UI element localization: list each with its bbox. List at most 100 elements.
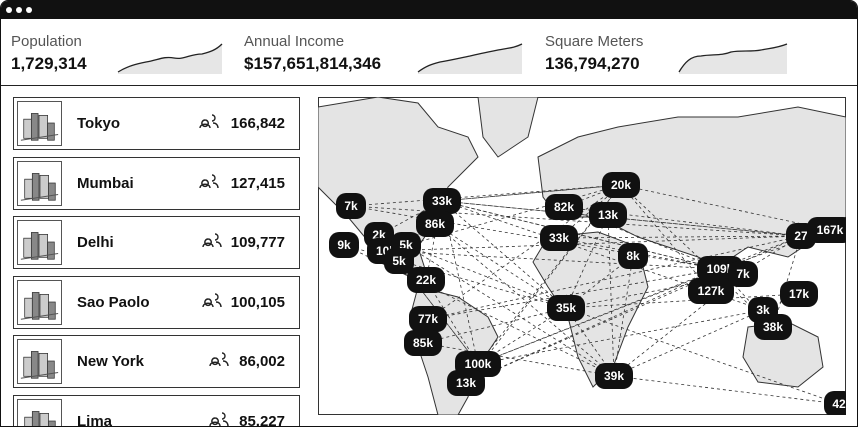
marker [407,267,445,293]
route [422,342,615,377]
building [24,416,33,426]
marker [728,261,758,287]
marker-label: 82k [554,200,574,214]
sparkline-group [678,43,788,74]
city-icon [17,101,62,146]
marker [618,243,648,269]
route [405,244,567,309]
marker-label: 85k [413,336,433,350]
marker-label: 39k [604,369,624,383]
building [30,232,39,260]
marker [824,391,846,415]
route [422,307,567,344]
city-value: 85,227 [239,412,285,427]
building [47,360,55,379]
building [23,118,32,139]
city-name: Tokyo [77,115,121,132]
route [565,214,609,309]
stat-value: 136,794,270 [545,54,640,73]
marker-label: 13k [456,376,476,390]
marker-label: 167k [817,223,844,237]
land [477,97,539,158]
people-glyph [209,352,229,367]
route [613,375,840,405]
marker [807,217,846,243]
building [31,410,40,426]
marker [384,248,414,274]
route [465,235,802,384]
stat-value: 1,729,314 [11,54,87,73]
route [427,235,802,320]
stat: Population 1,729,314 [11,19,241,85]
city-icon [17,279,62,325]
building [47,241,55,260]
city-name: Lima [77,412,113,427]
city-icon [17,398,62,426]
street [20,193,59,201]
marker-label: 38k [763,320,783,334]
building [38,114,49,139]
people-glyph [209,411,229,426]
building [30,351,39,379]
stat-value: $157,651,814,346 [244,54,382,73]
city-card: Lima 85,227 [13,394,300,427]
route [565,293,800,309]
building [23,356,32,377]
sparkline-area [679,44,787,74]
window-dot [6,7,12,13]
street [20,372,59,379]
route [427,268,721,320]
route [465,268,721,384]
marker-label: 17k [789,287,809,301]
building [47,122,55,141]
route [772,235,802,328]
sparkline-group [417,43,523,74]
people-icon [209,411,229,426]
route [385,250,721,270]
route [477,309,764,365]
city-value: 127,415 [230,174,285,192]
people-icon [199,114,219,129]
route [398,260,479,365]
marker [754,314,792,340]
city-icon [17,339,62,384]
marker-label: 42 [832,397,846,411]
stat-label: Population [11,33,82,50]
route [620,184,712,292]
city-card: Mumbai 127,415 [13,156,300,210]
marker [595,363,633,389]
marker-label: 109k [707,262,734,276]
marker-label: 7k [736,267,750,281]
marker [547,295,585,321]
marker-label: 35k [556,301,576,315]
building [48,420,56,426]
city-icon [17,220,62,265]
marker [780,281,818,307]
stat: Square Meters 136,794,270 [545,19,788,85]
city-value: 86,002 [239,353,285,370]
stat-label: Annual Income [244,33,345,50]
marker [688,278,734,304]
marker-label: 33k [432,194,452,208]
marker-label: 100k [465,357,492,371]
marker [409,306,447,332]
route [434,223,567,309]
route [425,279,479,365]
building [39,412,49,426]
sparkline-line [678,43,788,73]
people-glyph [199,114,219,129]
title-bar [1,1,857,19]
marker [404,330,442,356]
stats-row: Population 1,729,314 Annual Income $157,651… [1,19,857,86]
marker [447,370,485,396]
window-dot [26,7,32,13]
route [620,184,774,328]
sparkline-group [117,43,223,74]
building [31,172,40,201]
building [38,352,49,377]
route [565,307,840,405]
building [39,174,49,199]
marker-label: 5k [392,254,406,268]
city-icon [17,160,62,206]
building [23,237,32,258]
